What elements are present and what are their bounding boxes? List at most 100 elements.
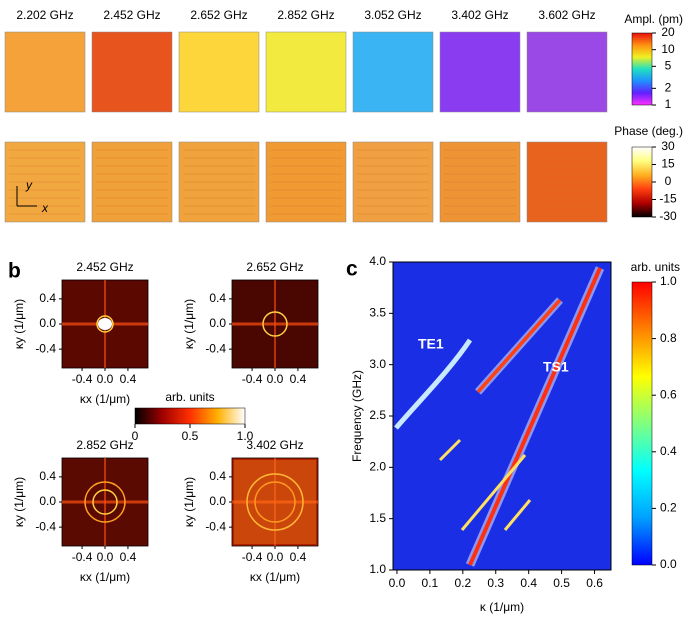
colorbar-tick-label: 0 xyxy=(132,429,139,443)
colorbar-tick-label: -15 xyxy=(659,192,677,206)
y-tick-label: 0.0 xyxy=(39,494,56,508)
x-axis-label: κ (1/μm) xyxy=(480,600,524,614)
x-tick-label: 0.4 xyxy=(520,576,537,590)
y-axis-label: κy (1/μm) xyxy=(182,477,196,527)
x-tick-label: 0.0 xyxy=(97,550,114,564)
y-tick-label: 3.5 xyxy=(369,306,386,320)
colorbar-tick-label: 0.6 xyxy=(660,387,677,401)
colorbar-tick-label: 2 xyxy=(665,81,672,95)
colorbar-tick-label: 0.4 xyxy=(660,444,677,458)
x-tick-label: 0.4 xyxy=(120,550,137,564)
y-tick-label: 0.4 xyxy=(39,469,56,483)
axis-label: x xyxy=(41,201,49,215)
colorbar-title: Phase (deg.) xyxy=(614,124,683,138)
x-axis-label: κx (1/μm) xyxy=(250,570,300,584)
y-tick-label: 0.4 xyxy=(39,291,56,305)
y-tick-label: 0.0 xyxy=(209,316,226,330)
y-tick-label: 3.0 xyxy=(369,357,386,371)
phase-map xyxy=(265,141,347,223)
colorbar-tick-label: 0 xyxy=(665,174,672,188)
y-axis-label: κy (1/μm) xyxy=(182,299,196,349)
feature xyxy=(98,318,112,330)
axis-label: y xyxy=(25,178,33,192)
x-tick-label: 0.4 xyxy=(290,372,307,386)
subplot-title: 2.852 GHz xyxy=(76,438,133,452)
phase-map xyxy=(4,141,86,223)
colorbar-tick-label: 1 xyxy=(665,97,672,111)
colorbar-tick-label: 20 xyxy=(661,25,675,39)
frequency-title: 3.402 GHz xyxy=(451,8,508,22)
colorbar-title: Ampl. (pm) xyxy=(624,12,683,26)
frequency-title: 3.602 GHz xyxy=(538,8,595,22)
y-tick-label: 0.0 xyxy=(209,494,226,508)
colorbar xyxy=(631,146,653,218)
phase-map xyxy=(352,141,434,223)
amplitude-map xyxy=(178,31,260,113)
colorbar-tick-label: 30 xyxy=(661,139,675,153)
colorbar-title: arb. units xyxy=(165,390,214,404)
y-tick-label: -0.4 xyxy=(205,341,226,355)
features xyxy=(394,266,605,567)
feature xyxy=(92,489,118,515)
x-tick-label: -0.4 xyxy=(72,372,93,386)
y-axis-label: Frequency (GHz) xyxy=(350,370,364,462)
feature xyxy=(246,473,304,531)
y-axis-label: κy (1/μm) xyxy=(12,477,26,527)
y-tick-label: 0.4 xyxy=(209,469,226,483)
x-tick-label: 0.5 xyxy=(553,576,570,590)
feature xyxy=(262,311,288,337)
feature xyxy=(84,481,126,523)
y-tick-label: 2.5 xyxy=(369,408,386,422)
x-tick-label: 0.0 xyxy=(267,550,284,564)
feature xyxy=(468,267,602,566)
colorbar-tick-label: 0.5 xyxy=(182,429,199,443)
y-tick-label: 4.0 xyxy=(369,254,386,268)
amplitude-map xyxy=(91,31,173,113)
frequency-title: 2.852 GHz xyxy=(277,8,334,22)
colorbar-tick-label: 1.0 xyxy=(237,429,254,443)
colorbar-tick-label: 15 xyxy=(661,157,675,171)
x-tick-label: -0.4 xyxy=(72,550,93,564)
feature xyxy=(460,454,527,531)
subplot-title: 3.402 GHz xyxy=(246,438,303,452)
feature xyxy=(394,338,473,430)
feature xyxy=(438,438,462,462)
frequency-title: 2.202 GHz xyxy=(16,8,73,22)
colorbar-tick-label: 0.0 xyxy=(660,557,677,571)
x-tick-label: 0.3 xyxy=(487,576,504,590)
subplot-title: 2.452 GHz xyxy=(76,260,133,274)
annotation: TE1 xyxy=(418,336,444,352)
frequency-title: 3.052 GHz xyxy=(364,8,421,22)
x-tick-label: 0.0 xyxy=(97,372,114,386)
amplitude-map xyxy=(526,31,608,113)
colorbar-tick-label: 0.2 xyxy=(660,501,677,515)
x-tick-label: -0.4 xyxy=(242,372,263,386)
dispersion-map xyxy=(393,262,611,570)
colorbar xyxy=(631,32,653,106)
subplot-title: 2.652 GHz xyxy=(246,260,303,274)
y-tick-label: 0.0 xyxy=(39,316,56,330)
x-tick-label: -0.4 xyxy=(242,550,263,564)
colorbar xyxy=(631,281,653,566)
x-axis-label: κx (1/μm) xyxy=(80,570,130,584)
x-tick-label: 0.0 xyxy=(267,372,284,386)
feature xyxy=(503,499,532,531)
x-tick-label: 0.1 xyxy=(422,576,439,590)
amplitude-map xyxy=(4,31,86,113)
feature xyxy=(254,481,296,523)
panel-label: b xyxy=(8,260,21,283)
phase-map xyxy=(526,141,608,223)
colorbar-tick-label: -30 xyxy=(659,209,677,223)
x-tick-label: 0.6 xyxy=(586,576,603,590)
amplitude-map xyxy=(265,31,347,113)
feature xyxy=(96,315,114,333)
colorbar-title: arb. units xyxy=(631,260,680,274)
y-tick-label: 1.5 xyxy=(369,511,386,525)
frequency-title: 2.652 GHz xyxy=(190,8,247,22)
y-tick-label: -0.4 xyxy=(35,341,56,355)
colorbar-tick-label: 1.0 xyxy=(660,274,677,288)
colorbar-tick-label: 5 xyxy=(665,58,672,72)
y-tick-label: 0.4 xyxy=(209,291,226,305)
amplitude-map xyxy=(439,31,521,113)
